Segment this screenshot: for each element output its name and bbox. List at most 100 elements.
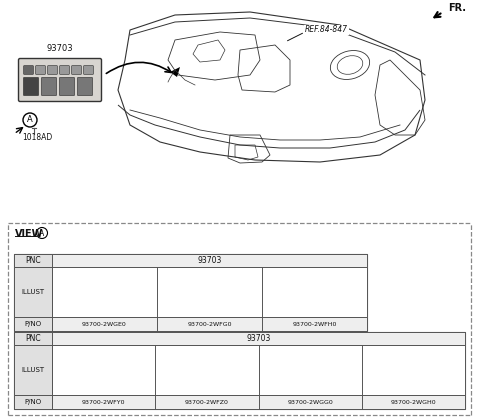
FancyBboxPatch shape [60, 78, 74, 95]
Bar [232, 273, 246, 282]
Bar [14, 332, 52, 345]
Bar [188, 273, 201, 282]
Bar [111, 352, 125, 360]
Text: A: A [39, 228, 45, 237]
Bar [210, 288, 246, 310]
FancyBboxPatch shape [19, 58, 101, 102]
FancyBboxPatch shape [24, 66, 33, 74]
Text: 93703: 93703 [197, 256, 222, 265]
Bar [14, 317, 52, 331]
Bar [421, 352, 434, 360]
Text: 93700-2WGE0: 93700-2WGE0 [82, 321, 127, 326]
Bar [323, 366, 346, 388]
Bar [436, 352, 449, 360]
Bar [67, 366, 103, 388]
FancyBboxPatch shape [48, 66, 57, 74]
Bar [229, 352, 242, 360]
Bar [299, 366, 322, 388]
Text: 93703: 93703 [246, 334, 271, 343]
Text: ILLUST: ILLUST [22, 289, 45, 295]
Bar [203, 273, 216, 282]
Bar [97, 273, 111, 282]
Bar [14, 332, 465, 345]
Bar [220, 366, 242, 388]
Text: VIEW: VIEW [15, 229, 43, 239]
Bar [105, 288, 141, 310]
Bar [112, 273, 126, 282]
Bar [426, 366, 449, 388]
Bar [104, 366, 139, 388]
Bar [293, 273, 306, 282]
Bar [377, 352, 390, 360]
Bar [377, 366, 400, 388]
Text: P/NO: P/NO [24, 399, 42, 405]
Bar [337, 273, 351, 282]
FancyBboxPatch shape [271, 349, 349, 391]
FancyBboxPatch shape [41, 78, 57, 95]
Bar [14, 395, 465, 409]
Bar [274, 366, 297, 388]
Bar [171, 352, 184, 360]
Bar [195, 366, 218, 388]
Bar [217, 273, 231, 282]
Bar [126, 352, 139, 360]
Bar [173, 273, 186, 282]
Bar [14, 267, 52, 317]
Text: 93703: 93703 [47, 44, 73, 53]
Bar [171, 366, 193, 388]
FancyBboxPatch shape [168, 349, 246, 391]
Bar [215, 352, 228, 360]
FancyBboxPatch shape [77, 78, 93, 95]
Text: 93700-2WGG0: 93700-2WGG0 [287, 399, 333, 404]
Bar [14, 267, 367, 317]
Text: 93700-2WFG0: 93700-2WFG0 [187, 321, 232, 326]
FancyBboxPatch shape [275, 271, 354, 312]
Bar [273, 351, 348, 362]
Bar [407, 352, 420, 360]
Bar [66, 351, 141, 362]
Bar [68, 273, 81, 282]
Bar [323, 273, 336, 282]
Bar [173, 288, 208, 310]
FancyBboxPatch shape [24, 78, 38, 95]
Text: REF.84-847: REF.84-847 [305, 26, 348, 34]
Bar [14, 345, 52, 395]
FancyBboxPatch shape [64, 349, 143, 391]
Bar [14, 345, 465, 395]
Text: 93700-2WFY0: 93700-2WFY0 [82, 399, 125, 404]
Bar [302, 288, 326, 310]
Bar [127, 273, 141, 282]
Bar [14, 395, 52, 409]
Text: PNC: PNC [25, 256, 41, 265]
Bar [303, 352, 316, 360]
Bar [274, 352, 287, 360]
Bar [14, 254, 367, 267]
Bar [171, 273, 248, 284]
Bar [392, 352, 405, 360]
Text: A: A [27, 116, 33, 124]
Polygon shape [170, 67, 180, 77]
Bar [376, 351, 451, 362]
FancyBboxPatch shape [84, 66, 93, 74]
Text: 1018AD: 1018AD [22, 134, 52, 142]
FancyBboxPatch shape [169, 271, 250, 312]
Text: FR.: FR. [448, 3, 466, 13]
Bar [97, 352, 110, 360]
Bar [83, 273, 96, 282]
Bar [277, 288, 301, 310]
FancyBboxPatch shape [374, 349, 453, 391]
Bar [67, 352, 81, 360]
Bar [66, 273, 143, 284]
FancyBboxPatch shape [60, 66, 69, 74]
Bar [68, 288, 104, 310]
Bar [318, 352, 331, 360]
Bar [327, 288, 351, 310]
Bar [200, 352, 213, 360]
FancyBboxPatch shape [36, 66, 45, 74]
Bar [402, 366, 425, 388]
Bar [333, 352, 346, 360]
Text: 93700-2WFH0: 93700-2WFH0 [292, 321, 336, 326]
Bar [288, 352, 302, 360]
Text: 93700-2WGH0: 93700-2WGH0 [391, 399, 436, 404]
Bar [276, 273, 353, 284]
